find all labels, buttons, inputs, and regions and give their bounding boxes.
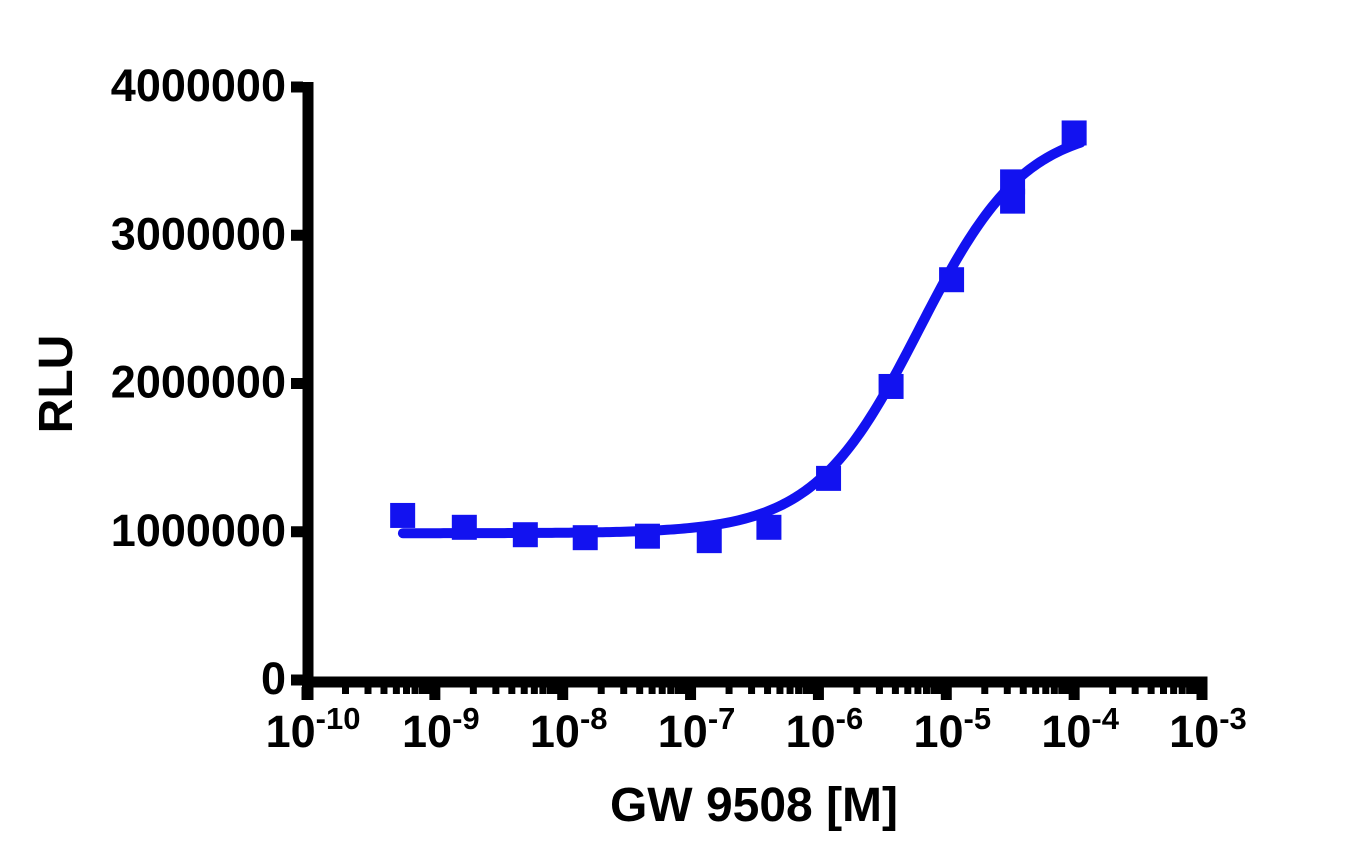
- data-point-marker: [1061, 120, 1087, 146]
- x-axis-title: GW 9508 [M]: [610, 779, 898, 832]
- y-tick-label: 1000000: [111, 505, 286, 556]
- data-point-marker: [756, 514, 782, 540]
- data-point-marker: [572, 525, 598, 551]
- x-tick-label: 10-3: [1169, 701, 1247, 757]
- x-tick-label: 10-7: [658, 701, 736, 757]
- x-tick-label: 10-10: [266, 701, 361, 757]
- x-tick-label: 10-6: [786, 701, 864, 757]
- data-point-marker: [816, 465, 842, 491]
- y-tick-label: 0: [261, 653, 286, 704]
- x-tick-label: 10-9: [402, 701, 480, 757]
- data-point-marker: [696, 528, 722, 554]
- x-tick-label: 10-4: [1041, 701, 1119, 757]
- x-tick-label: 10-8: [530, 701, 608, 757]
- data-point-marker: [634, 523, 660, 549]
- fit-curve: [397, 137, 1086, 539]
- data-point-marker: [390, 502, 416, 528]
- data-point-marker: [1000, 188, 1026, 214]
- y-tick-label: 2000000: [111, 357, 286, 408]
- y-tick-label: 4000000: [111, 60, 286, 111]
- x-tick-label: 10-5: [913, 701, 991, 757]
- data-point-marker: [451, 514, 477, 540]
- y-axis-title: RLU: [30, 335, 83, 434]
- data-point-marker: [939, 267, 965, 293]
- y-tick-label: 3000000: [111, 208, 286, 259]
- data-point-marker: [878, 373, 904, 399]
- data-point-marker: [512, 522, 538, 548]
